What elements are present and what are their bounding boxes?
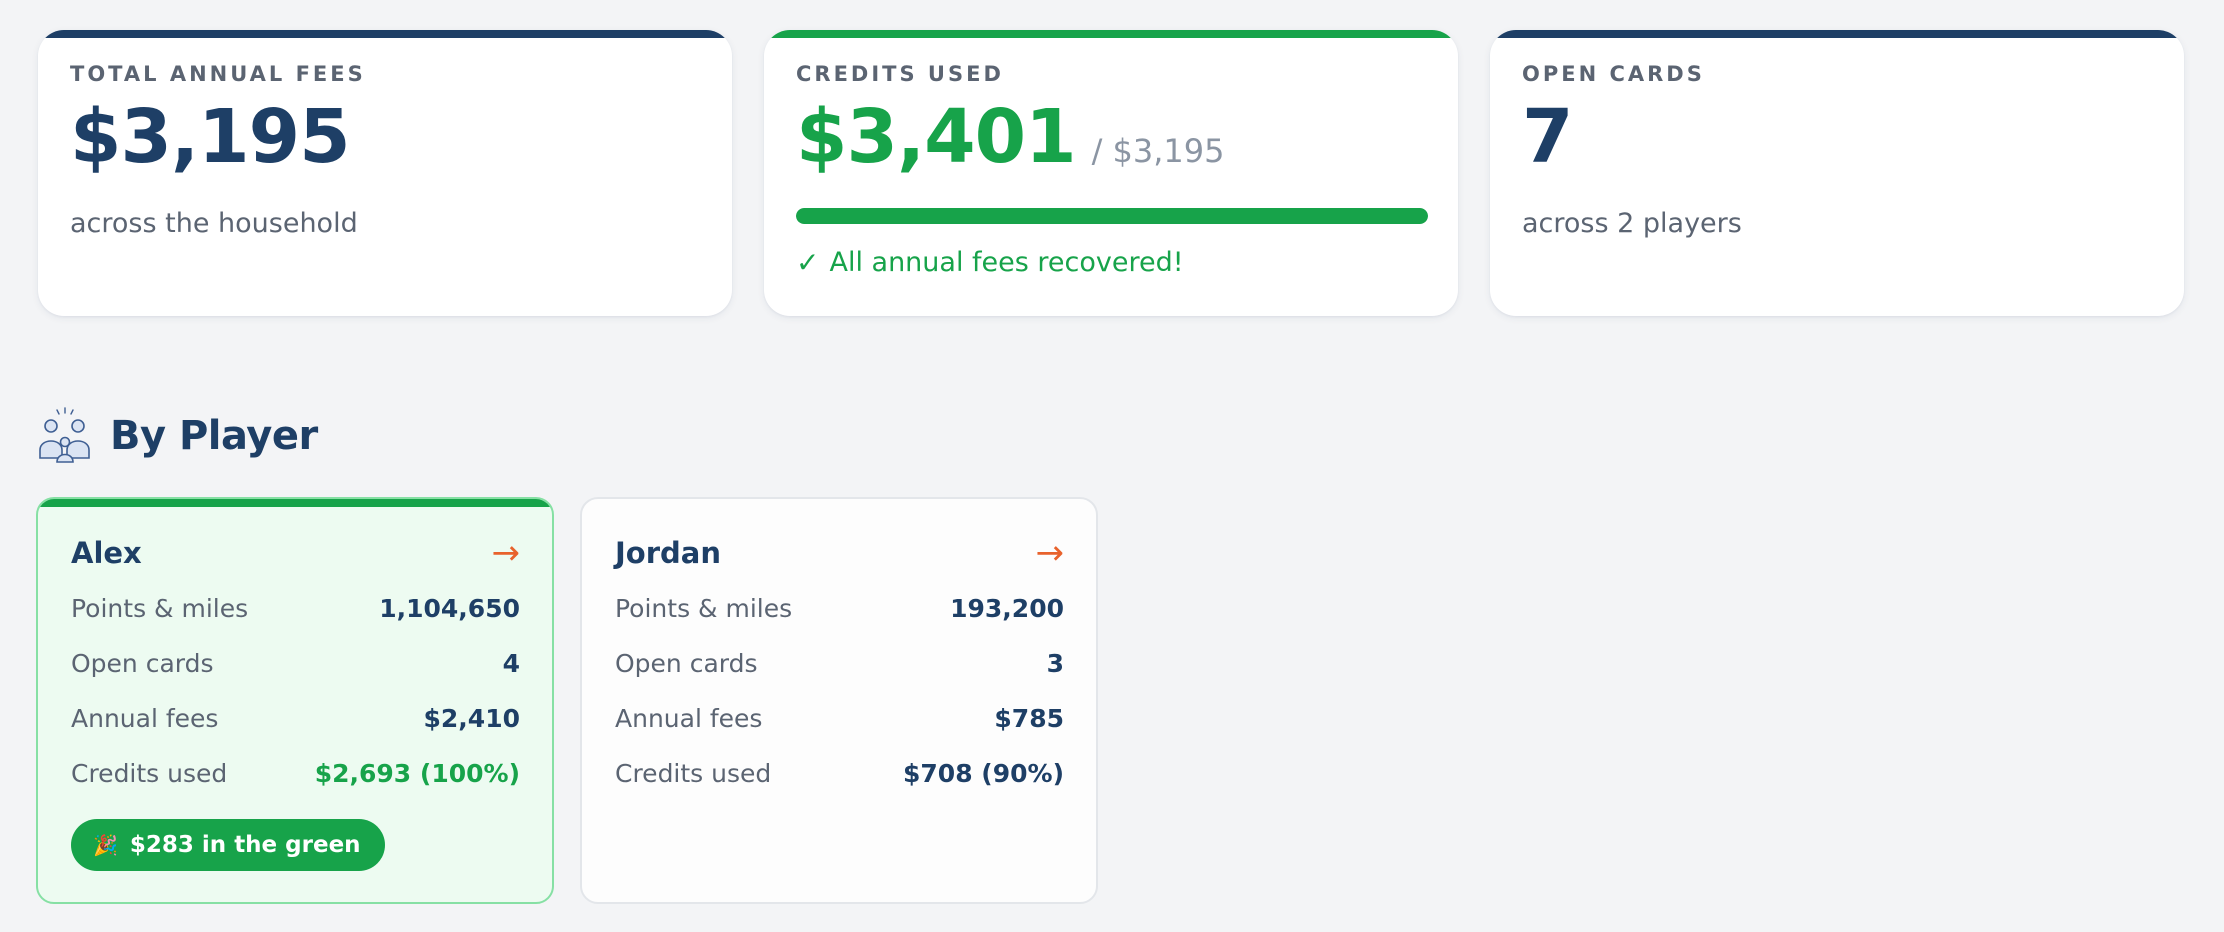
- section-header: By Player: [36, 406, 318, 466]
- stat-row-annual-fees: Annual fees $785: [615, 691, 1064, 746]
- total-fees-value: $3,195: [70, 94, 351, 180]
- row-value: $708 (90%): [903, 759, 1064, 788]
- row-value: 3: [1046, 649, 1064, 678]
- row-label: Annual fees: [71, 704, 219, 733]
- credits-progress-fill: [796, 208, 1428, 224]
- total-fees-card: TOTAL ANNUAL FEES $3,195 across the hous…: [38, 30, 732, 316]
- row-value: 4: [502, 649, 520, 678]
- open-cards-value: 7: [1522, 94, 1573, 180]
- section-title: By Player: [110, 413, 318, 459]
- credits-used-value: $3,401: [796, 94, 1077, 180]
- row-value: 1,104,650: [379, 594, 520, 623]
- card-accent-bar: [1490, 30, 2184, 38]
- row-label: Annual fees: [615, 704, 763, 733]
- arrow-right-icon[interactable]: →: [1035, 533, 1065, 573]
- player-name: Jordan: [615, 536, 721, 570]
- players-row: Alex → Points & miles 1,104,650 Open car…: [36, 497, 1098, 904]
- open-cards-label: OPEN CARDS: [1522, 62, 1705, 86]
- player-card-jordan[interactable]: Jordan → Points & miles 193,200 Open car…: [580, 497, 1098, 904]
- row-value: 193,200: [950, 594, 1064, 623]
- in-the-green-badge: 🎉 $283 in the green: [71, 819, 385, 871]
- stat-row-points: Points & miles 1,104,650: [71, 581, 520, 636]
- stat-row-points: Points & miles 193,200: [615, 581, 1064, 636]
- row-label: Open cards: [71, 649, 214, 678]
- row-label: Points & miles: [71, 594, 249, 623]
- stat-row-open-cards: Open cards 4: [71, 636, 520, 691]
- row-label: Credits used: [615, 759, 772, 788]
- card-accent-bar: [38, 30, 732, 38]
- credits-used-label: CREDITS USED: [796, 62, 1004, 86]
- total-fees-subtext: across the household: [70, 208, 358, 239]
- row-label: Points & miles: [615, 594, 793, 623]
- player-name: Alex: [71, 536, 142, 570]
- row-label: Open cards: [615, 649, 758, 678]
- family-icon: [39, 407, 90, 463]
- credits-used-of-total: / $3,195: [1091, 132, 1225, 170]
- stat-row-credits-used: Credits used $708 (90%): [615, 746, 1064, 801]
- total-fees-label: TOTAL ANNUAL FEES: [70, 62, 366, 86]
- summary-row: TOTAL ANNUAL FEES $3,195 across the hous…: [38, 30, 2184, 316]
- party-popper-icon: 🎉: [93, 833, 118, 857]
- card-accent-bar: [764, 30, 1458, 38]
- row-label: Credits used: [71, 759, 228, 788]
- stat-row-annual-fees: Annual fees $2,410: [71, 691, 520, 746]
- arrow-right-icon[interactable]: →: [491, 533, 521, 573]
- stat-row-credits-used: Credits used $2,693 (100%): [71, 746, 520, 801]
- row-value: $785: [994, 704, 1064, 733]
- check-icon: ✓: [796, 246, 820, 279]
- credits-status: ✓ All annual fees recovered!: [796, 246, 1426, 279]
- row-value: $2,693 (100%): [314, 759, 520, 788]
- credits-progress-bar: [796, 208, 1428, 224]
- badge-text: $283 in the green: [129, 832, 361, 858]
- open-cards-subtext: across 2 players: [1522, 208, 1742, 239]
- credits-used-card: CREDITS USED $3,401 / $3,195 ✓ All annua…: [764, 30, 1458, 316]
- credits-status-text: All annual fees recovered!: [829, 247, 1184, 278]
- row-value: $2,410: [423, 704, 520, 733]
- card-accent-bar: [38, 499, 552, 507]
- stat-row-open-cards: Open cards 3: [615, 636, 1064, 691]
- open-cards-card: OPEN CARDS 7 across 2 players: [1490, 30, 2184, 316]
- player-card-alex[interactable]: Alex → Points & miles 1,104,650 Open car…: [36, 497, 554, 904]
